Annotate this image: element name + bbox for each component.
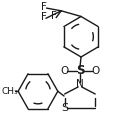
Text: F: F bbox=[41, 2, 47, 12]
Text: O: O bbox=[91, 66, 99, 76]
Text: F: F bbox=[51, 11, 57, 21]
Text: O: O bbox=[61, 66, 69, 76]
Text: F: F bbox=[41, 12, 47, 22]
Text: N: N bbox=[76, 80, 84, 89]
Text: CH₃: CH₃ bbox=[2, 87, 19, 96]
Text: S: S bbox=[61, 103, 68, 113]
Text: S: S bbox=[76, 64, 84, 77]
